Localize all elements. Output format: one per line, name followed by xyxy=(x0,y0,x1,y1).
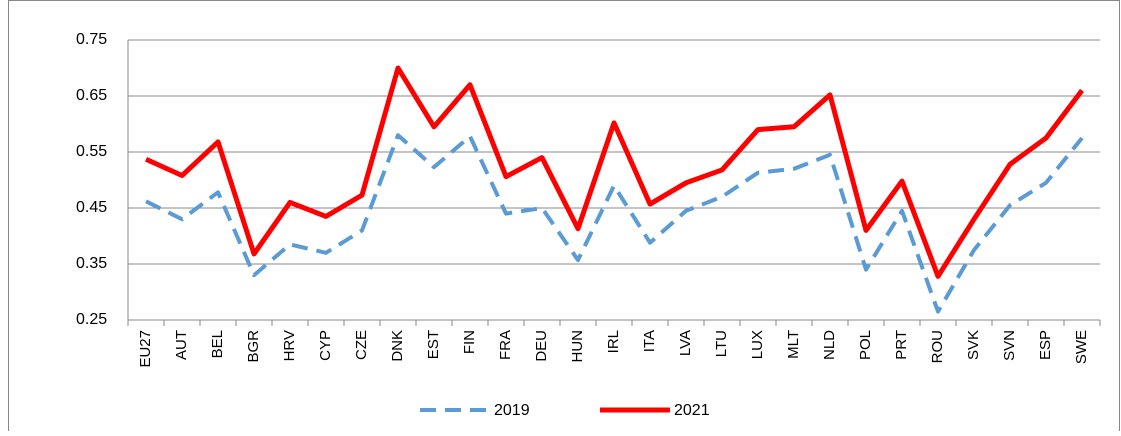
x-tick-label: HUN xyxy=(569,330,586,363)
x-tick-label: NLD xyxy=(821,330,838,360)
x-tick-label: SVN xyxy=(1001,330,1018,361)
x-tick-label: SWE xyxy=(1073,330,1090,364)
x-tick-label: CYP xyxy=(317,330,334,361)
y-tick-label: 0.75 xyxy=(76,31,107,48)
x-tick-label: ITA xyxy=(641,330,658,352)
x-tick-label: EU27 xyxy=(137,330,154,368)
x-tick-label: IRL xyxy=(605,330,622,353)
series-line xyxy=(145,133,1084,314)
x-tick-label: FIN xyxy=(461,330,478,354)
y-tick-label: 0.35 xyxy=(76,255,107,272)
x-tick-label: BEL xyxy=(209,330,226,358)
x-tick-label: ROU xyxy=(929,330,946,363)
x-tick-label: LUX xyxy=(749,330,766,359)
x-tick-label: CZE xyxy=(353,330,370,360)
x-tick-label: LVA xyxy=(677,330,694,356)
series-line xyxy=(144,65,1084,279)
x-tick-label: PRT xyxy=(893,330,910,360)
y-tick-label: 0.45 xyxy=(76,199,107,216)
x-tick-label: DNK xyxy=(389,330,406,362)
x-tick-label: SVK xyxy=(965,330,982,360)
x-tick-label: HRV xyxy=(281,330,298,361)
x-tick-label: EST xyxy=(425,330,442,359)
legend-label: 2021 xyxy=(674,402,710,419)
x-tick-label: LTU xyxy=(713,330,730,357)
x-tick-label: ESP xyxy=(1037,330,1054,360)
y-tick-label: 0.55 xyxy=(76,143,107,160)
x-tick-label: AUT xyxy=(173,330,190,360)
x-tick-label: DEU xyxy=(533,330,550,362)
chart-border xyxy=(8,0,1120,436)
x-tick-label: BGR xyxy=(245,330,262,363)
x-tick-label: POL xyxy=(857,330,874,360)
y-tick-label: 0.25 xyxy=(76,311,107,328)
x-tick-label: MLT xyxy=(785,330,802,359)
x-tick-label: FRA xyxy=(497,330,514,360)
legend-label: 2019 xyxy=(494,402,530,419)
y-tick-label: 0.65 xyxy=(76,87,107,104)
